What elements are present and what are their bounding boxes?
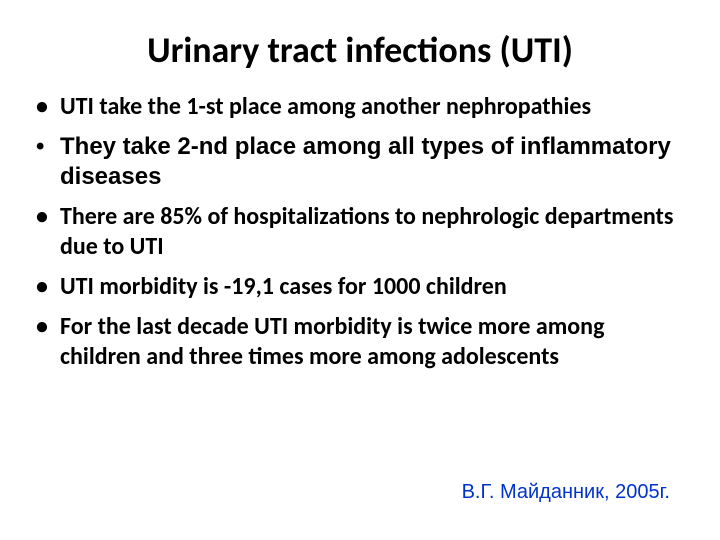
bullet-item: UTI take the 1-st place among another ne… <box>30 92 690 122</box>
slide-title: Urinary tract infections (UTI) <box>30 28 690 72</box>
bullet-item: For the last decade UTI morbidity is twi… <box>30 312 690 372</box>
citation-text: В.Г. Майданник, 2005г. <box>462 481 670 504</box>
bullet-list: UTI take the 1-st place among another ne… <box>30 92 690 372</box>
bullet-item: There are 85% of hospitalizations to nep… <box>30 202 690 262</box>
bullet-item: UTI morbidity is -19,1 cases for 1000 ch… <box>30 272 690 302</box>
bullet-item: They take 2-nd place among all types of … <box>30 132 690 192</box>
